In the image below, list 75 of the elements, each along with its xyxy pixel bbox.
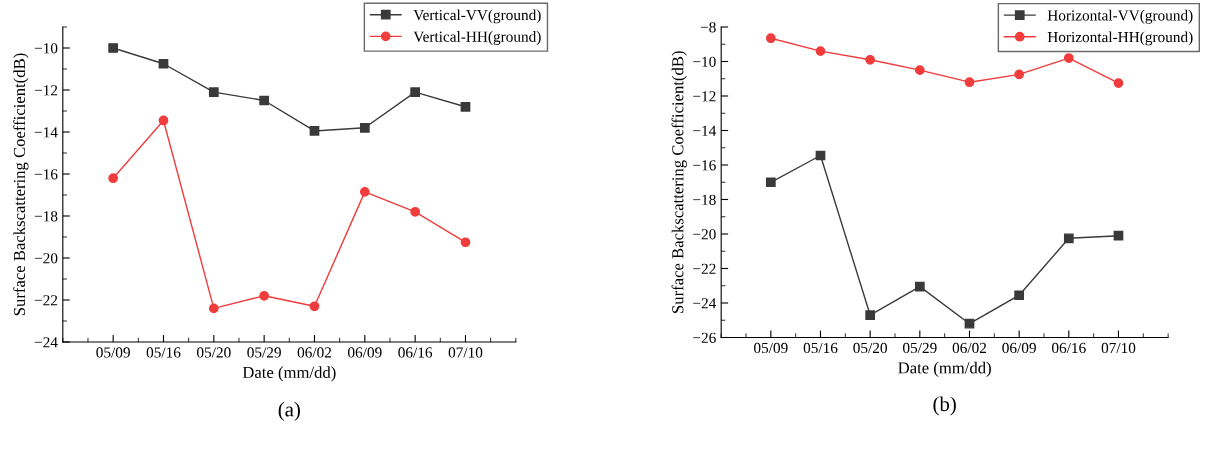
y-tick-label: −16 [693,160,716,171]
point [309,126,320,136]
y-tick-label: −24 [34,337,58,348]
y-axis-title: Surface Backscattering Coefficient(dB) [671,51,687,313]
y-tick-label: −14 [34,127,58,138]
point [1014,290,1025,301]
y-tick-label: −12 [693,91,716,102]
point [158,58,169,69]
x-tick-label: 06/16 [1051,342,1086,354]
point [208,303,219,314]
y-tick-label: −26 [693,332,716,343]
y-tick-label: −10 [34,43,58,54]
point [259,95,270,106]
point [1063,53,1074,63]
point [108,43,119,53]
point [765,33,776,44]
point [964,318,975,329]
legend-label: Horizontal-VV(ground) [1047,9,1193,24]
y-tick-label: −10 [693,56,716,67]
y-tick-label: −22 [34,295,58,306]
y-tick-label: −18 [34,211,58,222]
legend-label: Vertical-HH(ground) [413,31,541,45]
x-tick-label: 05/29 [903,342,937,354]
point [865,54,876,65]
x-tick-label: 07/10 [448,347,483,358]
x-tick-label: 05/20 [853,342,887,354]
x-axis-title: Date (mm/dd) [898,361,991,377]
point [410,87,421,97]
point [208,87,219,97]
y-tick-label: −14 [693,125,717,136]
x-tick-label: 05/20 [197,347,231,358]
point [1063,233,1074,244]
x-tick-label: 06/02 [297,347,332,358]
x-tick-label: 05/16 [803,342,838,354]
point [359,122,370,133]
y-tick-label: −20 [693,229,716,240]
point [1113,78,1124,88]
x-tick-label: 05/29 [247,347,281,358]
point [765,177,776,188]
x-tick-label: 06/09 [1002,342,1036,354]
legend-label: Horizontal-HH(ground) [1047,31,1193,46]
x-axis-title: Date (mm/dd) [242,366,336,382]
text: (b) [933,396,956,416]
y-tick-label: −8 [700,22,716,33]
point [914,281,925,292]
legend-label: Vertical-VV(ground) [413,9,541,24]
point [460,101,471,112]
y-tick-label: −18 [693,194,716,205]
point [1014,69,1025,80]
text: (a) [278,401,300,421]
x-tick-label: 06/16 [398,347,433,358]
y-tick-label: −12 [34,85,58,96]
point [914,65,925,75]
x-tick-label: 05/09 [754,342,788,354]
point [865,310,876,320]
point [964,77,975,88]
point [158,115,169,126]
y-axis-title: Surface Backscattering Coefficient(dB) [13,53,29,316]
point [460,237,471,248]
point [259,290,270,301]
y-tick-label: −24 [693,298,717,309]
point [108,173,119,184]
y-tick-label: −16 [34,169,58,180]
y-tick-label: −22 [693,263,716,274]
point [815,46,826,57]
x-tick-label: 06/02 [952,342,987,354]
x-tick-label: 05/16 [146,347,181,358]
point [309,301,320,312]
x-tick-label: 06/09 [348,347,382,358]
y-tick-label: −20 [34,253,58,264]
x-tick-label: 05/09 [96,347,130,358]
x-tick-label: 07/10 [1101,342,1136,354]
point [359,186,370,197]
point [1113,230,1124,241]
point [410,206,421,217]
